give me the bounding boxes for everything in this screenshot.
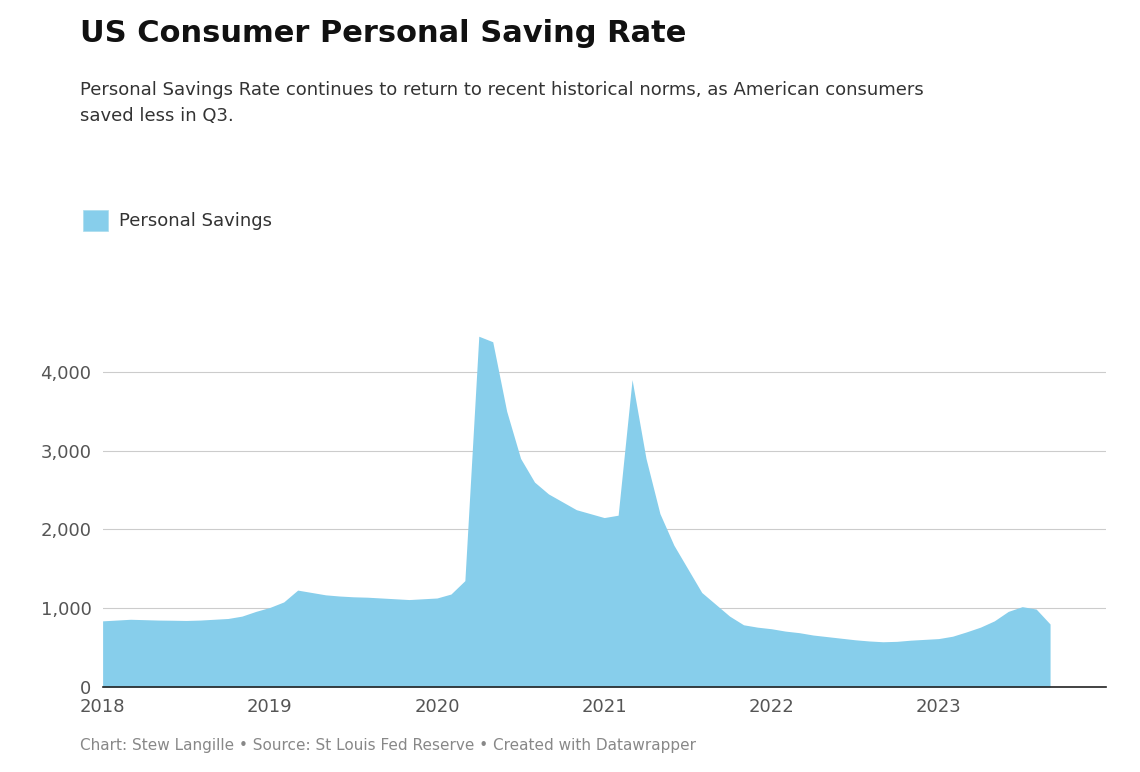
Text: Chart: Stew Langille • Source: St Louis Fed Reserve • Created with Datawrapper: Chart: Stew Langille • Source: St Louis … (80, 738, 695, 753)
Text: US Consumer Personal Saving Rate: US Consumer Personal Saving Rate (80, 19, 686, 49)
Legend: Personal Savings: Personal Savings (83, 210, 272, 231)
Text: Personal Savings Rate continues to return to recent historical norms, as America: Personal Savings Rate continues to retur… (80, 81, 923, 125)
